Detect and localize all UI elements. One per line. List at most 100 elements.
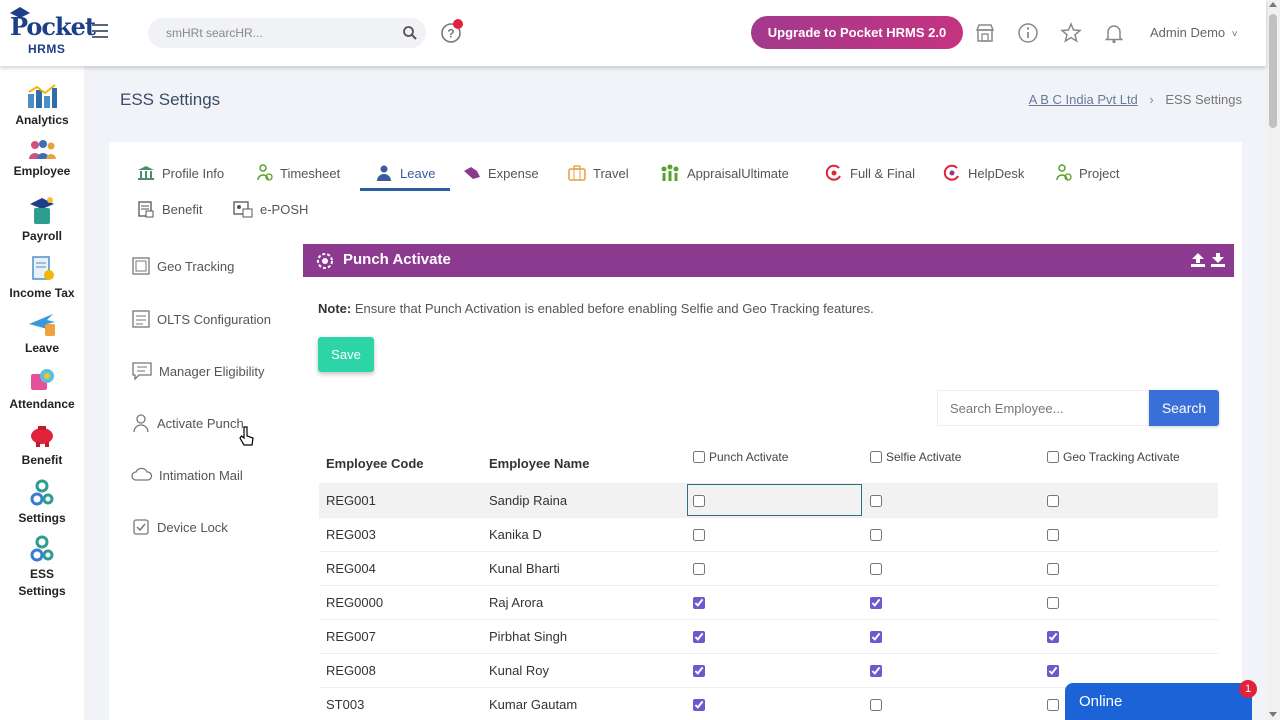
employee-search-button[interactable]: Search <box>1149 390 1219 426</box>
chat-online-button[interactable]: Online <box>1065 683 1252 720</box>
income-tax-icon <box>32 256 54 280</box>
employee-search-input[interactable] <box>937 390 1149 426</box>
tab-timesheet[interactable]: Timesheet <box>257 156 340 190</box>
selfie-activate-checkbox[interactable] <box>870 699 882 712</box>
geo-activate-checkbox[interactable] <box>1047 597 1059 610</box>
selfie-activate-checkbox[interactable] <box>870 529 882 542</box>
tab-leave[interactable]: Leave <box>375 156 435 190</box>
sidebar-label: Analytics <box>15 113 69 127</box>
tab-full-final[interactable]: Full & Final <box>825 156 915 190</box>
tab-label: HelpDesk <box>968 165 1025 181</box>
cell-geo-activate <box>1040 517 1218 552</box>
tab-profile-info[interactable]: Profile Info <box>137 156 224 190</box>
cell-employee-code: REG004 <box>319 551 482 586</box>
breadcrumb-separator: › <box>1149 92 1154 107</box>
selfie-activate-checkbox[interactable] <box>870 563 882 576</box>
punch-activate-checkbox[interactable] <box>693 631 705 644</box>
global-search-input[interactable] <box>166 18 396 48</box>
select-all-punch-checkbox[interactable] <box>693 450 705 463</box>
subnav-manager-eligibility[interactable]: Manager Eligibility <box>131 359 265 383</box>
sidebar-label: Settings <box>18 511 66 525</box>
cell-employee-code: REG001 <box>319 483 482 518</box>
panel-header: Punch Activate <box>303 244 1234 277</box>
cell-selfie-activate <box>863 585 1040 620</box>
sidebar-item-payroll[interactable]: Payroll <box>0 196 84 245</box>
punch-activate-checkbox[interactable] <box>693 665 705 678</box>
select-all-selfie-checkbox[interactable] <box>870 450 882 463</box>
sidebar-item-leave[interactable]: Leave <box>0 310 84 357</box>
subnav-intimation-mail[interactable]: Intimation Mail <box>131 463 243 487</box>
tab-e-posh[interactable]: e-POSH <box>233 192 308 226</box>
geo-activate-checkbox[interactable] <box>1047 529 1059 542</box>
geo-activate-checkbox[interactable] <box>1047 631 1059 644</box>
e-posh-icon <box>233 201 253 218</box>
page-scrollbar[interactable] <box>1266 0 1280 720</box>
geo-activate-checkbox[interactable] <box>1047 495 1059 508</box>
tab-appraisal-ultimate[interactable]: AppraisalUltimate <box>660 156 789 190</box>
tab-helpdesk[interactable]: HelpDesk <box>943 156 1024 190</box>
punch-activate-checkbox[interactable] <box>693 597 705 610</box>
note-label: Note: <box>318 301 352 316</box>
select-all-geo-checkbox[interactable] <box>1047 450 1059 463</box>
scroll-down-icon[interactable] <box>1269 712 1277 717</box>
selfie-activate-checkbox[interactable] <box>870 665 882 678</box>
geo-activate-checkbox[interactable] <box>1047 665 1059 678</box>
table-row: REG001 Sandip Raina <box>319 483 1218 518</box>
punch-activate-checkbox[interactable] <box>693 495 705 508</box>
save-button[interactable]: Save <box>318 337 374 372</box>
selfie-activate-checkbox[interactable] <box>870 495 882 508</box>
info-icon[interactable] <box>1017 22 1039 44</box>
pocket-hrms-logo[interactable]: Pocket HRMS <box>8 6 96 60</box>
tab-project[interactable]: Project <box>1056 156 1119 190</box>
geo-activate-checkbox[interactable] <box>1047 563 1059 576</box>
sidebar-item-analytics[interactable]: Analytics <box>0 82 84 129</box>
scroll-thumb[interactable] <box>1269 14 1277 128</box>
cell-punch-activate <box>686 687 863 720</box>
selfie-activate-checkbox[interactable] <box>870 597 882 610</box>
settings-icon <box>30 479 54 506</box>
sidebar-item-attendance[interactable]: Attendance <box>0 366 84 413</box>
help-question-icon[interactable]: ? <box>440 22 462 44</box>
user-menu[interactable]: Admin Demo ˅ <box>1150 25 1238 40</box>
geo-activate-checkbox[interactable] <box>1047 699 1059 712</box>
sidebar-item-employee[interactable]: Employee <box>0 139 84 180</box>
chat-badge: 1 <box>1239 680 1257 698</box>
tab-travel[interactable]: Travel <box>568 156 629 190</box>
selfie-activate-checkbox[interactable] <box>870 631 882 644</box>
subnav-olts-configuration[interactable]: OLTS Configuration <box>131 307 271 331</box>
upload-icon[interactable] <box>1190 252 1206 268</box>
scroll-up-icon[interactable] <box>1269 2 1277 7</box>
tab-label: Benefit <box>162 201 203 217</box>
subnav-device-lock[interactable]: Device Lock <box>131 515 228 539</box>
tab-label: e-POSH <box>260 201 309 217</box>
sidebar-item-benefit[interactable]: Benefit <box>0 422 84 469</box>
tab-expense[interactable]: Expense <box>463 156 539 190</box>
tab-label: Project <box>1079 165 1120 181</box>
sidebar-item-income-tax[interactable]: Income Tax <box>0 253 84 302</box>
sidebar-label: Income Tax <box>9 286 75 300</box>
subnav-activate-punch[interactable]: Activate Punch <box>131 411 244 435</box>
cell-selfie-activate <box>863 551 1040 586</box>
punch-activate-checkbox[interactable] <box>693 699 705 712</box>
menu-toggle-icon[interactable] <box>92 24 108 38</box>
upgrade-button[interactable]: Upgrade to Pocket HRMS 2.0 <box>751 16 963 49</box>
cell-employee-code: REG003 <box>319 517 482 552</box>
tab-label: Profile Info <box>162 165 225 181</box>
breadcrumb-company-link[interactable]: A B C India Pvt Ltd <box>1028 92 1138 107</box>
tab-benefit[interactable]: Benefit <box>137 192 202 226</box>
bell-icon[interactable] <box>1103 22 1125 44</box>
sidebar-label: Attendance <box>9 397 75 411</box>
store-icon[interactable] <box>974 22 996 44</box>
panel-title: Punch Activate <box>343 251 451 268</box>
person-clock-icon <box>257 164 273 181</box>
sidebar-item-ess-settings[interactable]: ESS Settings <box>0 534 84 600</box>
chat-label: Online <box>1079 693 1123 710</box>
search-icon[interactable] <box>402 25 418 41</box>
subnav-geo-tracking[interactable]: Geo Tracking <box>131 254 234 278</box>
punch-activate-checkbox[interactable] <box>693 529 705 542</box>
sidebar-item-settings[interactable]: Settings <box>0 478 84 527</box>
download-icon[interactable] <box>1210 252 1226 268</box>
cell-employee-code: REG008 <box>319 653 482 688</box>
star-icon[interactable] <box>1060 22 1082 44</box>
punch-activate-checkbox[interactable] <box>693 563 705 576</box>
